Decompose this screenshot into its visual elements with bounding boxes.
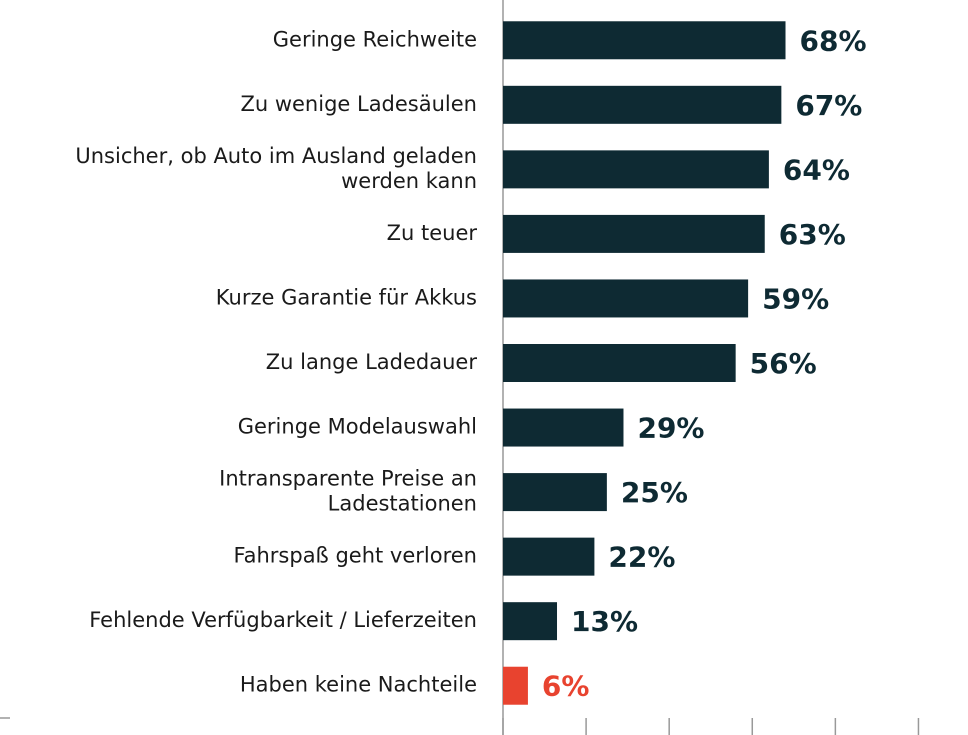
category-label: Intransparente Preise an Ladestationen [219,467,477,516]
value-label: 6% [542,670,590,703]
category-label: Zu lange Ladedauer [266,350,478,374]
bar [503,85,782,124]
bar [503,344,736,382]
value-label: 13% [571,605,638,638]
bar [503,473,607,512]
bar [503,602,558,641]
category-label: Geringe Reichweite [273,27,477,51]
category-label: Unsicher, ob Auto im Ausland geladen werd… [75,144,477,193]
value-label: 64% [783,153,850,186]
value-label: 22% [608,541,675,574]
bar [503,279,749,318]
bar [503,214,765,253]
category-label: Zu teuer [387,221,478,245]
bar [503,21,786,60]
value-label: 67% [795,89,862,122]
value-label: 68% [800,24,867,57]
category-label: Fahrspaß geht verloren [233,544,477,568]
category-label: Kurze Garantie für Akkus [216,285,477,309]
value-label: 29% [637,412,704,445]
bar [503,408,624,447]
value-label: 63% [779,218,846,251]
bar [503,150,769,189]
category-label: Haben keine Nachteile [240,673,477,697]
value-label: 56% [750,347,817,380]
bar [503,666,528,705]
category-label: Zu wenige Ladesäulen [240,92,477,116]
value-label: 25% [621,476,688,509]
value-label: 59% [762,282,829,315]
category-label: Fehlende Verfügbarkeit / Lieferzeiten [89,608,477,632]
bar [503,537,595,576]
category-label: Geringe Modelauswahl [238,415,477,439]
